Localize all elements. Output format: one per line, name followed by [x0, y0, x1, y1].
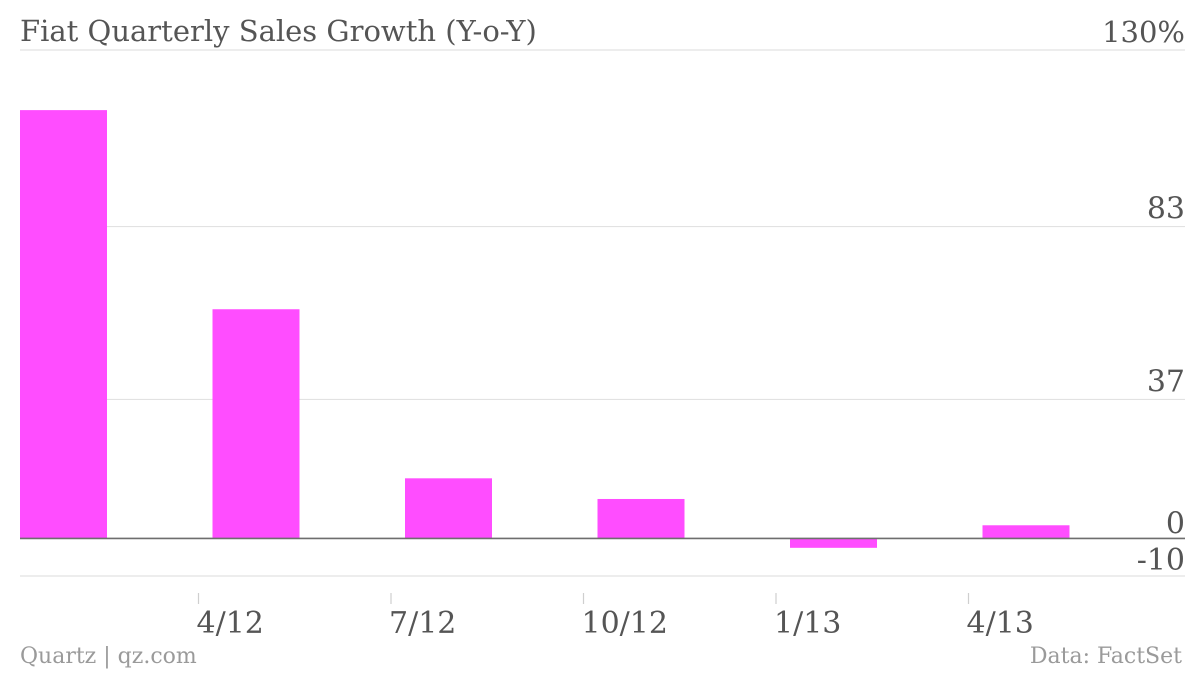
y-tick-label: 37	[1147, 364, 1185, 399]
y-tick-label: -10	[1137, 543, 1185, 578]
y-tick-label: 83	[1147, 192, 1185, 227]
bars	[20, 110, 1070, 548]
bar-1-12	[20, 110, 107, 539]
chart-title: Fiat Quarterly Sales Growth (Y-o-Y)	[20, 14, 537, 48]
source-credit: Quartz | qz.com	[20, 644, 197, 669]
x-tick-label: 4/13	[967, 606, 1034, 641]
y-tick-label: 0	[1166, 506, 1185, 541]
bar-10-12	[597, 498, 685, 539]
x-axis-ticks: 4/12 7/12 10/12 1/13 4/13	[197, 593, 1034, 641]
x-tick-label: 1/13	[774, 606, 841, 641]
bar-7-12	[405, 478, 492, 539]
bar-1-13	[790, 538, 877, 548]
y-axis-ticks: 130% 83 37 0-10	[1102, 15, 1185, 578]
bar-4-12	[212, 309, 300, 539]
x-tick-label: 7/12	[389, 606, 456, 641]
bar-4-13	[982, 525, 1070, 539]
x-tick-label: 4/12	[197, 606, 264, 641]
gridlines	[20, 49, 1185, 577]
y-tick-label: 130%	[1102, 15, 1185, 49]
x-tick-label: 10/12	[582, 606, 668, 641]
data-source: Data: FactSet	[1029, 644, 1182, 669]
